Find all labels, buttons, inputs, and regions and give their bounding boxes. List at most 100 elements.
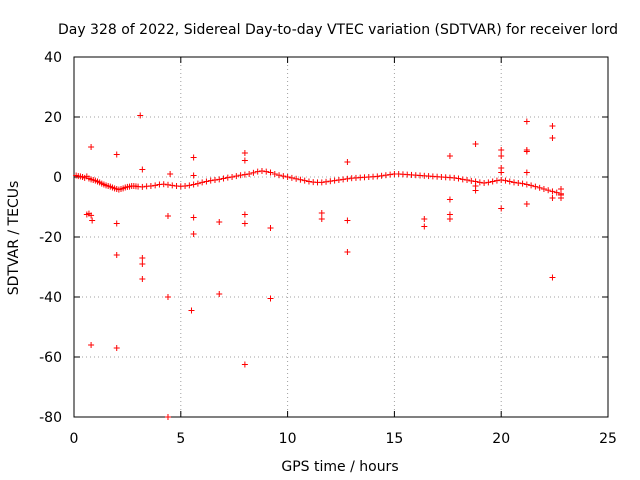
data-point [237, 172, 244, 179]
data-point [378, 172, 385, 179]
data-point [267, 169, 274, 176]
data-point [88, 212, 95, 219]
data-point [558, 186, 565, 192]
y-tick-label: -60 [39, 350, 62, 366]
data-point [455, 175, 462, 182]
data-point [523, 169, 530, 176]
data-point [318, 216, 325, 222]
y-tick-label: 40 [44, 50, 62, 66]
data-point [318, 210, 325, 216]
data-point [498, 177, 505, 183]
data-point [472, 141, 479, 147]
data-point [241, 220, 248, 227]
data-point [540, 186, 547, 192]
x-axis-label: GPS time / hours [281, 459, 398, 475]
data-point [382, 172, 389, 179]
data-point [446, 196, 453, 203]
data-point [476, 179, 483, 186]
data-point [288, 174, 295, 181]
data-point [344, 175, 351, 182]
data-points [73, 112, 565, 420]
data-point [207, 177, 214, 184]
data-point [335, 177, 342, 183]
data-point [549, 188, 556, 195]
data-point [502, 177, 509, 184]
y-tick-label: 0 [53, 170, 62, 186]
data-point [464, 177, 471, 183]
data-point [190, 214, 197, 221]
data-point [506, 178, 513, 185]
x-tick-label: 10 [279, 431, 297, 447]
data-point [327, 178, 334, 185]
data-point [241, 171, 248, 178]
data-point [528, 182, 535, 189]
data-point [344, 217, 351, 224]
data-point [523, 181, 530, 188]
grid-lines [74, 57, 608, 417]
data-point [421, 223, 428, 230]
data-point [305, 178, 312, 185]
data-point [318, 179, 325, 186]
data-point [199, 179, 206, 186]
data-point [164, 181, 171, 188]
data-point [489, 178, 496, 185]
data-point [229, 174, 236, 180]
data-point [241, 361, 248, 368]
data-point [246, 171, 253, 177]
data-point [241, 157, 248, 164]
data-point [113, 345, 120, 351]
data-point [481, 180, 488, 186]
data-point [258, 168, 265, 174]
data-point [139, 255, 146, 261]
data-point [263, 168, 270, 175]
y-axis-label: SDTVAR / TECUs [6, 181, 22, 296]
data-point [139, 166, 146, 173]
data-point [493, 177, 500, 184]
data-point [186, 182, 193, 189]
data-point [549, 123, 556, 129]
data-point [267, 225, 274, 231]
data-point [459, 176, 466, 183]
data-point [164, 294, 171, 300]
data-point [88, 342, 95, 348]
data-point [498, 147, 505, 153]
data-point [498, 205, 505, 212]
data-point [340, 176, 347, 183]
y-tick-label: -20 [39, 230, 62, 246]
data-point [549, 274, 556, 281]
data-point [549, 135, 556, 141]
data-point [421, 216, 428, 222]
data-point [549, 195, 556, 201]
data-point [164, 414, 171, 420]
data-point [301, 177, 308, 184]
data-point [220, 175, 227, 182]
data-point [188, 307, 195, 314]
data-point [545, 187, 552, 194]
data-point [169, 182, 176, 189]
data-point [139, 183, 146, 190]
x-tick-label: 5 [176, 431, 185, 447]
data-point [519, 180, 526, 187]
tick-labels: 0 5 10 15 20 25 -80 -60 -40 -20 0 20 40 [39, 50, 617, 447]
data-point [468, 177, 475, 184]
data-point [271, 171, 278, 177]
x-tick-label: 25 [599, 431, 617, 447]
x-tick-label: 0 [70, 431, 79, 447]
data-point [233, 173, 240, 180]
data-point [523, 201, 530, 207]
data-point [254, 168, 261, 175]
data-point [160, 181, 167, 188]
data-point [267, 295, 274, 302]
data-point [113, 151, 120, 158]
data-point [472, 187, 479, 194]
data-point [293, 175, 300, 182]
data-point [276, 172, 283, 179]
data-point [446, 216, 453, 222]
y-tick-label: 20 [44, 110, 62, 126]
data-point [451, 174, 458, 181]
data-point [387, 171, 394, 178]
data-point [89, 217, 96, 224]
data-point [113, 220, 120, 227]
data-point [139, 276, 146, 282]
